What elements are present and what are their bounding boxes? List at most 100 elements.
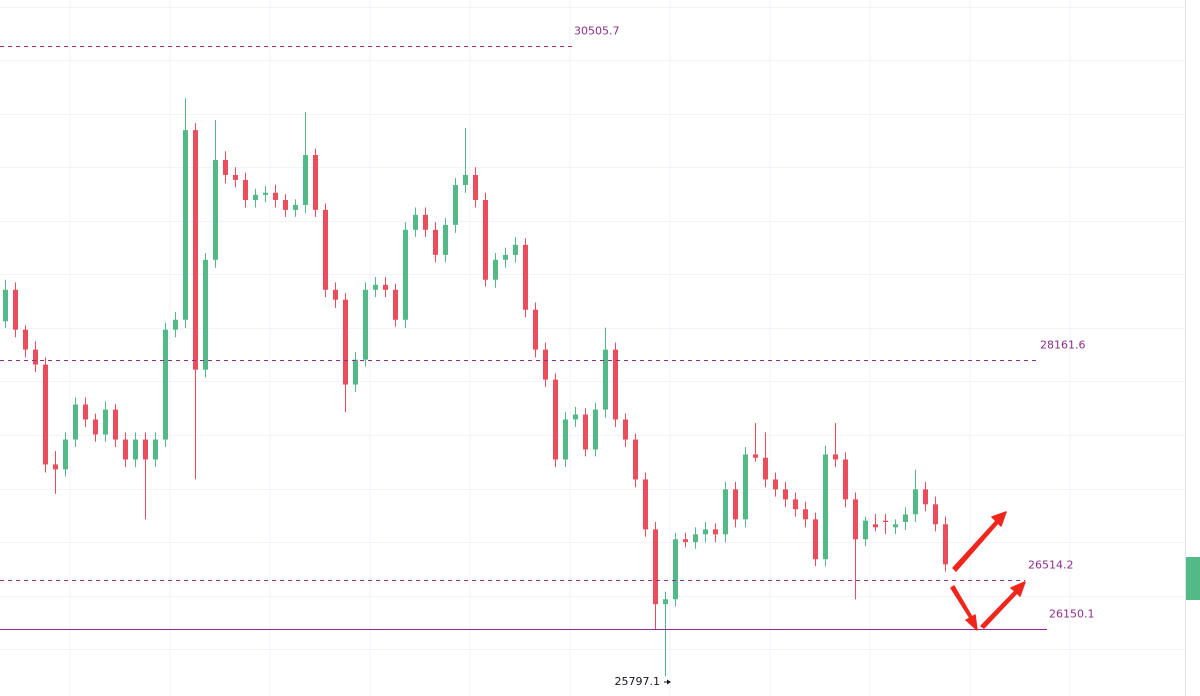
candle-body xyxy=(383,284,388,290)
candle-body xyxy=(903,514,908,522)
candle-body xyxy=(33,349,38,365)
vertical-grid xyxy=(69,0,1071,696)
candle-body xyxy=(23,329,28,350)
candle-body xyxy=(863,520,868,540)
candle-body xyxy=(63,439,68,470)
candle-body xyxy=(333,289,338,300)
candle-body xyxy=(323,209,328,290)
low-arrow-head xyxy=(667,679,671,685)
candle-body xyxy=(873,524,878,528)
candle-body xyxy=(673,539,678,600)
candle-body xyxy=(813,519,818,560)
candle-body xyxy=(543,349,548,380)
candle-body xyxy=(933,504,938,525)
candle-body xyxy=(393,289,398,320)
candle-body xyxy=(473,174,478,200)
candle-body xyxy=(293,204,298,210)
candle-body xyxy=(803,509,808,520)
candle-body xyxy=(893,524,898,528)
candle-body xyxy=(353,359,358,385)
candle-body xyxy=(273,192,278,200)
candle-body xyxy=(423,214,428,230)
candle-body xyxy=(43,364,48,465)
candle-body xyxy=(633,439,638,480)
candle-body xyxy=(583,414,588,450)
candle-body xyxy=(823,454,828,560)
candle-body xyxy=(13,289,18,330)
candle-body xyxy=(93,419,98,435)
candle-body xyxy=(923,489,928,505)
candle-body xyxy=(283,199,288,210)
candle-body xyxy=(243,179,248,200)
candle-body xyxy=(853,499,858,540)
price-badge xyxy=(1186,557,1200,600)
price-level-label: 26514.2 xyxy=(1028,559,1074,572)
candle-body xyxy=(783,489,788,500)
candle-body xyxy=(623,419,628,440)
candle-body xyxy=(313,154,318,210)
candle-body xyxy=(493,259,498,280)
candle-body xyxy=(713,529,718,535)
candle-body xyxy=(563,419,568,460)
candle-body xyxy=(113,409,118,440)
candle-body xyxy=(523,244,528,310)
candle-body xyxy=(413,214,418,230)
candle-body xyxy=(703,529,708,535)
candle-body xyxy=(503,254,508,260)
candle-body xyxy=(153,439,158,460)
candle-body xyxy=(553,379,558,460)
candle-body xyxy=(363,289,368,360)
candle-body xyxy=(763,457,768,480)
candle-body xyxy=(883,520,888,522)
candle-body xyxy=(833,454,838,460)
candle-body xyxy=(173,319,178,330)
candle-body xyxy=(183,130,188,320)
candle-body xyxy=(663,599,668,605)
candle-body xyxy=(443,224,448,255)
candle-body xyxy=(103,409,108,435)
candle-body xyxy=(73,404,78,440)
candle-body xyxy=(213,159,218,260)
candle-body xyxy=(723,489,728,535)
candle-body xyxy=(573,414,578,420)
candle-body xyxy=(643,479,648,530)
candle-body xyxy=(373,284,378,290)
candle-body xyxy=(693,534,698,543)
candle-body xyxy=(193,130,198,370)
candle-body xyxy=(133,439,138,460)
candle-body xyxy=(453,184,458,225)
candle-body xyxy=(733,489,738,520)
candle-body xyxy=(343,299,348,385)
candle-body xyxy=(533,309,538,350)
candle-body xyxy=(593,409,598,450)
candles xyxy=(3,98,948,677)
candle-body xyxy=(483,199,488,280)
candle-body xyxy=(433,229,438,255)
candle-body xyxy=(793,499,798,510)
price-level-label: 30505.7 xyxy=(574,25,620,38)
candle-body xyxy=(83,404,88,420)
candle-body xyxy=(303,154,308,205)
candle-body xyxy=(603,349,608,410)
candle-body xyxy=(253,194,258,200)
price-level-label: 26150.1 xyxy=(1049,608,1095,621)
candle-body xyxy=(653,529,658,605)
annotation-arrow xyxy=(952,511,1007,572)
annotation-arrow xyxy=(980,581,1026,629)
low-price-label: 25797.1 xyxy=(615,675,661,688)
candle-body xyxy=(123,439,128,460)
candle-body xyxy=(143,439,148,460)
candle-body xyxy=(263,192,268,195)
candle-body xyxy=(743,454,748,520)
candle-body xyxy=(403,229,408,320)
candle-body xyxy=(613,349,618,420)
candle-body xyxy=(223,159,228,175)
candle-body xyxy=(913,489,918,515)
candle-body xyxy=(203,259,208,370)
candle-body xyxy=(843,459,848,500)
candle-body xyxy=(513,244,518,255)
candle-body xyxy=(3,289,8,322)
candle-body xyxy=(53,464,58,470)
